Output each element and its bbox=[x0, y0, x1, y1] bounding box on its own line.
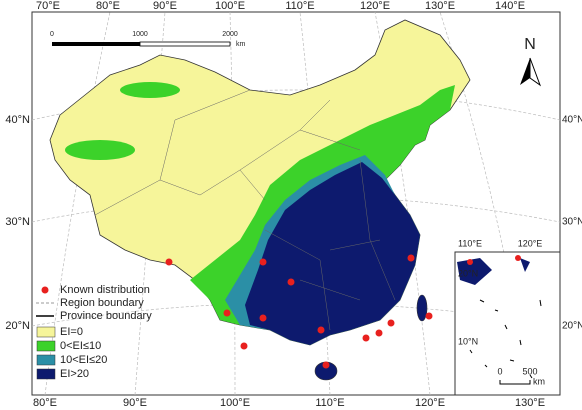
north-label: N bbox=[524, 36, 536, 53]
lon-label: 110°E bbox=[315, 397, 344, 409]
known-point bbox=[362, 334, 370, 342]
lat-label: 20°N bbox=[562, 321, 582, 332]
lon-label: 90°E bbox=[153, 0, 177, 12]
land bbox=[49, 19, 471, 381]
known-distribution bbox=[165, 254, 433, 369]
lat-label: 20°N bbox=[5, 320, 30, 332]
known-point bbox=[223, 309, 231, 317]
lat-label: 40°N bbox=[562, 115, 582, 126]
lat-label: 30°N bbox=[562, 217, 582, 228]
lon-label: 110°E bbox=[285, 0, 314, 12]
graticule-labels: 70°E 80°E 90°E 100°E 110°E 120°E 130°E 140°E 80°… bbox=[5, 0, 582, 409]
legend-swatch bbox=[36, 354, 56, 366]
legend-swatch bbox=[36, 368, 56, 380]
lon-label: 130°E bbox=[515, 397, 545, 409]
lon-label: 80°E bbox=[33, 397, 57, 409]
lon-label: 120°E bbox=[415, 397, 445, 409]
legend-label: 0<EI≤10 bbox=[60, 340, 101, 352]
lon-label: 120°E bbox=[360, 0, 390, 12]
lat-label: 40°N bbox=[5, 114, 30, 126]
legend-label: Region boundary bbox=[60, 297, 144, 309]
inset-lat-label: 10°N bbox=[458, 336, 478, 346]
lon-label: 70°E bbox=[36, 0, 60, 12]
ei10-patch bbox=[120, 82, 180, 98]
legend-label: EI>20 bbox=[60, 368, 89, 380]
legend-symbol bbox=[41, 286, 49, 294]
legend-swatch bbox=[36, 340, 56, 352]
inset-lon-label: 120°E bbox=[518, 238, 543, 248]
scale-unit: km bbox=[236, 41, 246, 48]
inset-scale-unit: km bbox=[533, 376, 545, 386]
known-point bbox=[165, 258, 173, 266]
lat-label: 30°N bbox=[5, 216, 30, 228]
legend-swatch bbox=[36, 326, 56, 338]
known-point bbox=[287, 278, 295, 286]
lon-label: 130°E bbox=[425, 0, 455, 12]
scale-bar: 0 1000 2000 km bbox=[50, 31, 245, 48]
lon-label: 100°E bbox=[220, 397, 250, 409]
known-point bbox=[322, 361, 330, 369]
north-arrow: N bbox=[520, 36, 542, 87]
inset-lat-label: 20°N bbox=[458, 268, 478, 278]
inset-lon-label: 110°E bbox=[458, 238, 482, 248]
known-point bbox=[387, 319, 395, 327]
scale-label: 0 bbox=[50, 31, 54, 38]
lon-label: 80°E bbox=[96, 0, 120, 12]
known-point bbox=[259, 314, 267, 322]
scale-label: 1000 bbox=[132, 31, 148, 38]
known-point bbox=[259, 258, 267, 266]
known-point bbox=[317, 326, 325, 334]
legend-label: Province boundary bbox=[60, 310, 152, 322]
lon-label: 100°E bbox=[215, 0, 245, 12]
known-point bbox=[425, 312, 433, 320]
taiwan bbox=[416, 294, 428, 322]
lon-label: 90°E bbox=[123, 397, 147, 409]
known-point bbox=[407, 254, 415, 262]
region-ei-high bbox=[245, 162, 420, 345]
inset: 110°E 120°E 20°N 10°N 0 500 km bbox=[454, 238, 561, 396]
legend-label: EI=0 bbox=[60, 326, 83, 338]
legend-label: 10<EI≤20 bbox=[60, 354, 107, 366]
scale-label: 2000 bbox=[222, 31, 238, 38]
lon-label: 140°E bbox=[495, 0, 525, 12]
inset-scale-label: 0 bbox=[497, 366, 502, 376]
known-point bbox=[375, 329, 383, 337]
known-point bbox=[240, 342, 248, 350]
ei10-patch bbox=[65, 140, 135, 160]
inset-scale-label: 500 bbox=[522, 366, 537, 376]
legend-label: Known distribution bbox=[60, 284, 150, 296]
